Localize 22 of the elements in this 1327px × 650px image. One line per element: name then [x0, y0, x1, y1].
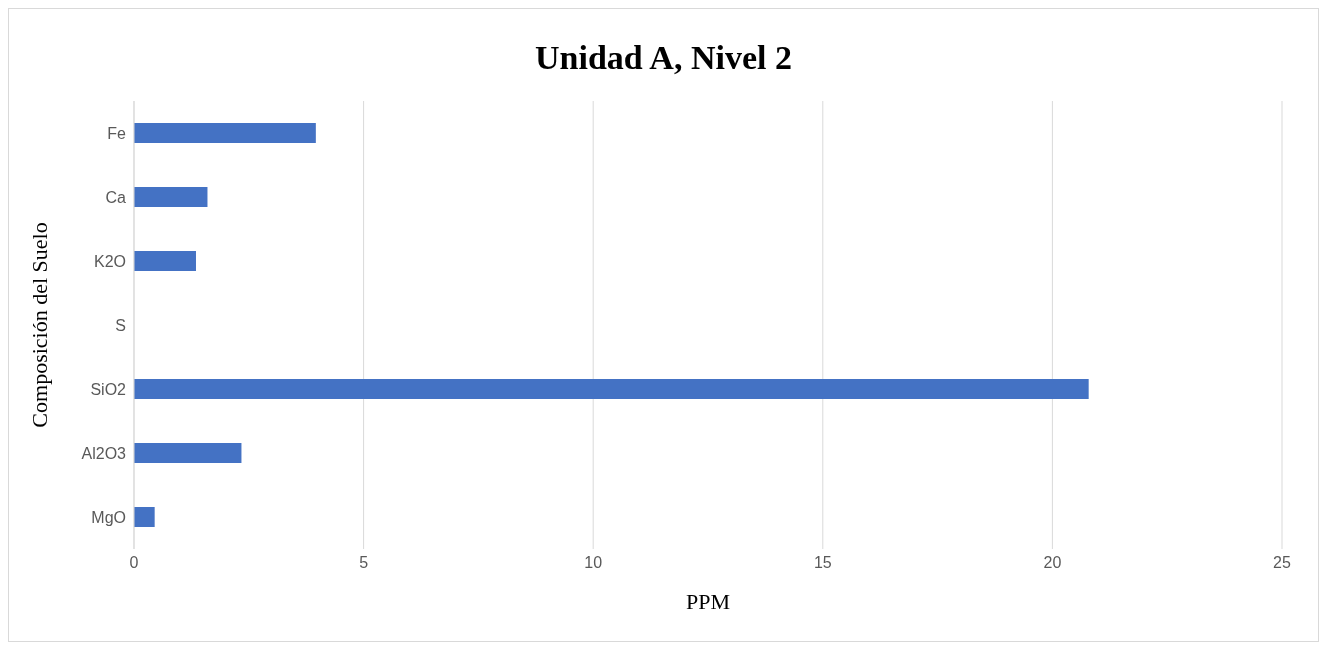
x-tick-label: 10	[584, 554, 603, 572]
bar	[134, 123, 316, 143]
y-tick-label: MgO	[91, 508, 126, 526]
x-tick-label: 5	[359, 554, 369, 572]
x-axis-title: PPM	[685, 589, 731, 614]
chart-title: Unidad A, Nivel 2	[534, 38, 793, 78]
x-tick-label: 15	[813, 554, 832, 572]
bar	[134, 251, 196, 271]
y-tick-label: Al2O3	[81, 444, 127, 462]
bar	[134, 379, 1089, 399]
bar	[134, 443, 242, 463]
y-tick-label: K2O	[93, 252, 126, 270]
bar	[134, 507, 155, 527]
y-axis-title: Composición del Suelo	[26, 222, 52, 428]
bar	[134, 187, 208, 207]
x-tick-label: 0	[129, 554, 139, 572]
y-tick-label: S	[115, 316, 126, 334]
x-tick-label: 20	[1043, 554, 1062, 572]
y-tick-label: Ca	[105, 188, 127, 206]
y-tick-label: Fe	[107, 124, 127, 142]
y-tick-label: SiO2	[90, 380, 127, 398]
x-tick-label: 25	[1273, 554, 1291, 572]
